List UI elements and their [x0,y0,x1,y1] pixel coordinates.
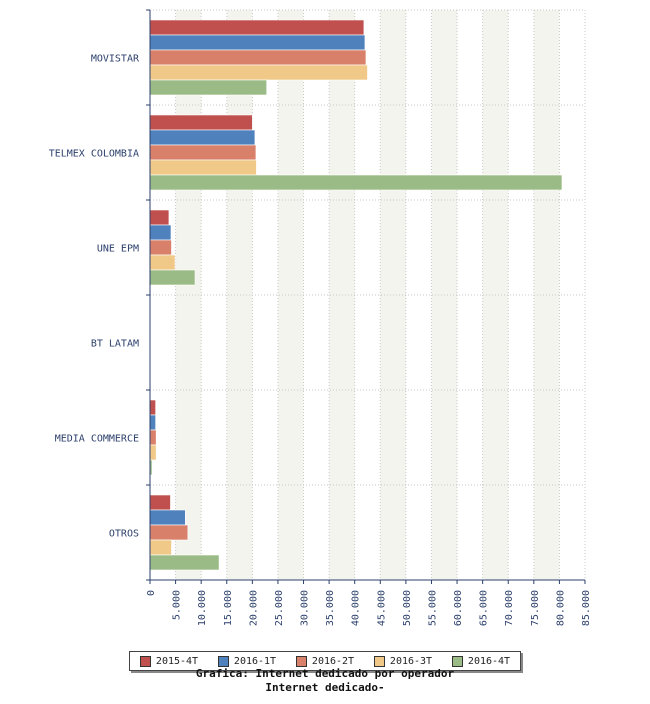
bar [149,144,257,161]
category-label: MEDIA COMMERCE [55,434,139,445]
x-tick-label: 0 [146,590,157,596]
legend-label: 2016-2T [311,655,355,667]
x-tick-label: 85.000 [581,590,592,626]
x-tick-label: 55.000 [427,590,438,626]
category-label: TELMEX COLOMBIA [49,149,139,160]
bar [149,49,367,66]
legend-item: 2016-4T [451,655,511,667]
bar [149,239,172,256]
x-tick-label: 40.000 [351,590,362,626]
x-tick-label: 75.000 [530,590,541,626]
legend-swatch-0 [139,655,151,667]
grid-band [277,10,304,580]
legend-label: 2016-4T [467,655,511,667]
bar [149,224,172,241]
bar [149,64,368,81]
x-tick-label: 15.000 [223,590,234,626]
x-tick-label: 65.000 [479,590,490,626]
x-tick-label: 5.000 [172,590,183,620]
x-tick-label: 50.000 [402,590,413,626]
x-tick-label: 20.000 [248,590,259,626]
bar [149,539,172,556]
x-tick-label: 10.000 [197,590,208,626]
bar [149,269,196,286]
bar [149,554,220,571]
legend-swatch-1 [217,655,229,667]
bar [149,209,170,226]
chart-subtitle: Internet dedicado- [265,681,385,694]
bar [149,414,156,431]
bar [149,159,257,176]
category-label: OTROS [109,529,139,540]
bar [149,34,366,51]
legend-label: 2016-1T [233,655,277,667]
legend: 2015-4T 2016-1T 2016-2T 2016-3T 2016-4T [129,651,521,671]
bar [149,129,256,146]
grid-band [175,10,202,580]
x-tick-label: 35.000 [325,590,336,626]
bar [149,429,157,446]
bar [149,444,157,461]
x-tick-label: 80.000 [555,590,566,626]
bar [149,174,563,191]
bar [149,524,189,541]
bar [149,79,267,96]
legend-item: 2016-1T [217,655,277,667]
legend-item: 2016-2T [295,655,355,667]
bar [149,399,156,416]
legend-label: 2015-4T [155,655,199,667]
legend-swatch-2 [295,655,307,667]
category-label: UNE EPM [97,244,139,255]
grid-band [329,10,355,580]
grid-band [226,10,253,580]
bar [149,494,171,511]
chart-title: Grafica: Internet dedicado por operador [195,667,455,680]
bar [149,19,365,36]
legend-item: 2015-4T [139,655,199,667]
bar [149,254,176,271]
x-tick-label: 45.000 [376,590,387,626]
legend-item: 2016-3T [373,655,433,667]
category-label: MOVISTAR [91,54,140,65]
bar [149,509,186,526]
legend-swatch-4 [451,655,463,667]
legend-label: 2016-3T [389,655,433,667]
legend-swatch-3 [373,655,385,667]
x-tick-label: 30.000 [300,590,311,626]
category-label: BT LATAM [91,339,139,350]
bar [149,114,253,131]
x-tick-label: 25.000 [274,590,285,626]
x-tick-label: 60.000 [453,590,464,626]
x-tick-label: 70.000 [504,590,515,626]
